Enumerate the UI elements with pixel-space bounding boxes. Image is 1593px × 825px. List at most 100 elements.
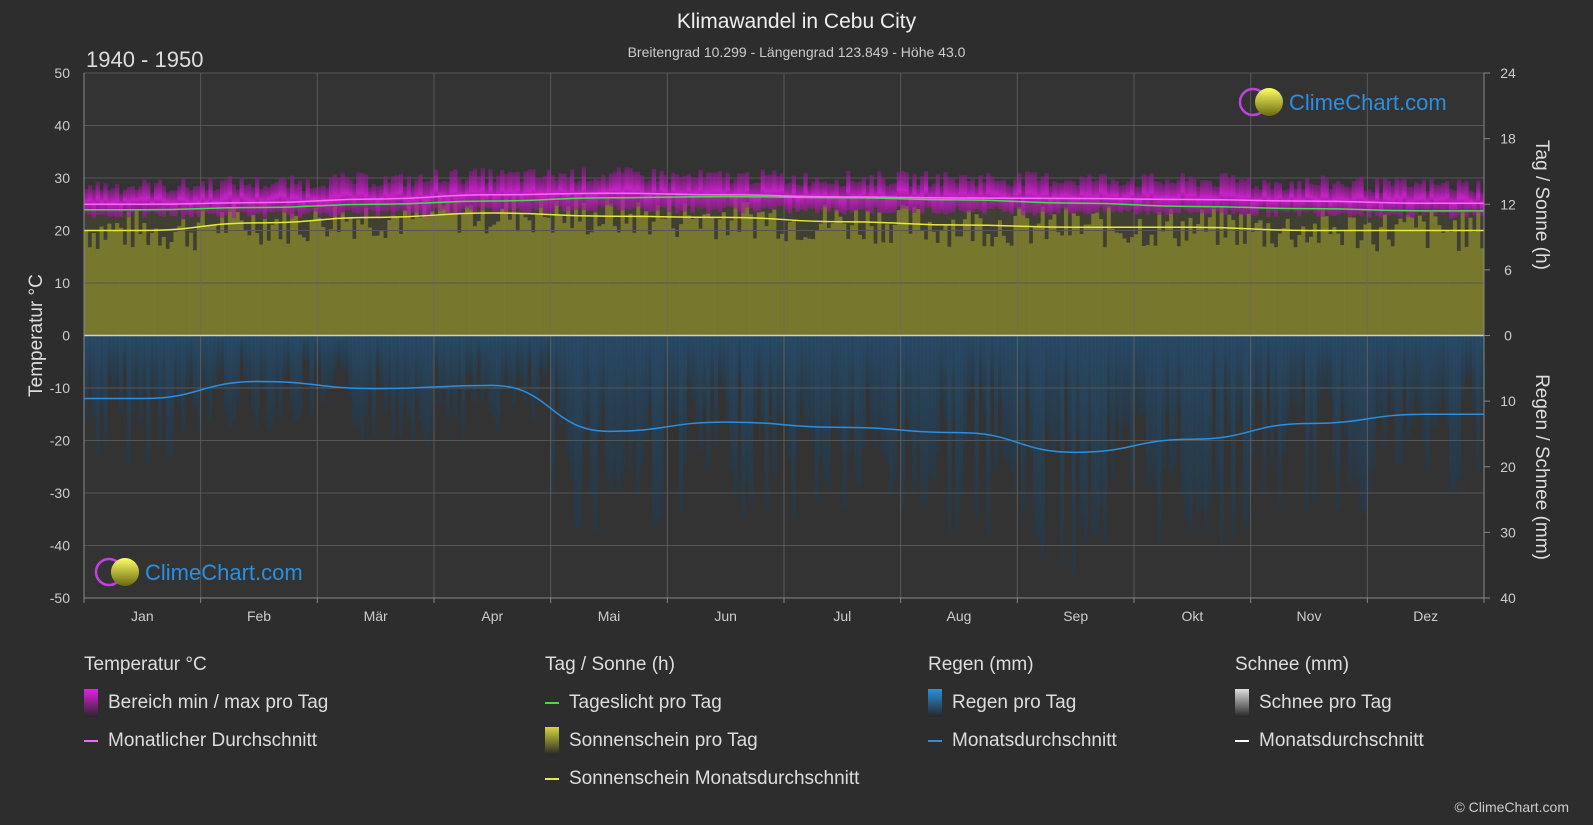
rain-bar [1351,335,1356,477]
sunshine-bar [1067,235,1073,336]
rain-bar [986,335,991,540]
sunshine-bar [955,236,960,336]
rain-bar [1239,335,1244,410]
sunshine-bar [122,244,128,336]
right-bottom-tick-label: 30 [1500,524,1516,540]
rain-bar [500,335,505,392]
temp-range-bar [1184,180,1189,212]
sunshine-bar [185,246,190,336]
rain-bar [1075,335,1080,433]
rain-bar [130,335,135,412]
rain-bar [1145,335,1150,486]
sunshine-bar [352,238,357,336]
temp-range-bar [605,179,610,206]
temp-range-bar [1052,181,1057,212]
right-bottom-axis-title: Regen / Schnee (mm) [1531,374,1552,560]
sunshine-bar [892,224,898,336]
sunshine-bar [612,226,618,336]
sunshine-bar [694,218,699,336]
rain-bar [1355,335,1360,483]
sunshine-bar [1452,220,1458,336]
temp-range-bar [764,175,769,208]
sunshine-bar [1363,224,1368,336]
sunshine-bar [710,217,715,336]
sunshine-bar [157,245,163,336]
rain-bar [282,335,287,378]
temp-range-bar [484,183,489,208]
rain-bar [406,335,411,420]
rain-bar [173,335,178,391]
temp-range-bar [1445,181,1450,213]
rain-bar [593,335,598,532]
temp-range-bar [1102,174,1108,213]
right-top-axis-title: Tag / Sonne (h) [1531,140,1552,270]
rain-bar [721,335,726,393]
legend-item: Monatsdurchschnitt [1235,726,1424,756]
rain-bar [966,335,971,399]
rain-bar [640,335,645,465]
rain-bar [574,335,579,529]
rain-bar [418,335,423,422]
rain-bar [682,335,688,464]
sunshine-bar [200,202,205,336]
rain-bar [612,335,618,474]
rain-bar [496,335,501,433]
rain-bar [850,335,855,415]
rain-bar [787,335,793,460]
rain-bar [243,335,248,385]
rain-bar [865,335,870,392]
temp-range-bar [589,180,594,211]
temp-range-bar [1309,183,1314,211]
sunshine-bar [756,212,761,336]
temp-range-bar [348,179,353,211]
temp-range-bar [698,169,703,209]
sunshine-bar [566,206,571,336]
sunshine-bar [1044,239,1049,336]
temp-range-bar [165,192,170,212]
rain-bar [811,335,816,443]
temp-range-bar [161,185,166,217]
sunshine-bar [173,231,178,336]
temp-range-bar [663,174,668,209]
temp-range-bar [1141,174,1146,211]
rain-bar [426,335,431,447]
sunshine-bar [496,221,501,336]
temp-range-bar [1130,178,1135,210]
temp-range-bar [632,171,637,208]
sunshine-bar [1184,240,1189,336]
temp-range-bar [488,169,493,209]
temp-range-bar [1336,181,1341,215]
rain-bar [1398,335,1403,468]
rain-bar [274,335,279,393]
rain-bar [336,335,341,363]
sunshine-bar [1017,207,1022,336]
temp-range-bar [208,178,213,214]
sunshine-bar [659,218,664,336]
sunshine-bar [418,217,423,336]
temp-range-bar [885,185,890,213]
sunshine-bar [581,203,586,336]
rain-bar [947,335,952,537]
sunshine-bar [1231,220,1236,336]
sunshine-bar [601,224,606,336]
rain-bar [795,335,800,434]
temp-range-bar [290,175,295,219]
temp-range-bar [1204,180,1209,214]
temp-range-bar [1242,179,1248,216]
sunshine-bar [465,206,470,336]
temp-range-bar [1013,179,1018,209]
sunshine-bar [733,197,738,336]
temp-range-bar [1025,171,1030,213]
rain-bar [507,335,513,394]
sunshine-bar [628,213,633,336]
sunshine-bar [430,211,435,336]
rain-bar [772,335,777,477]
rain-bar [375,335,380,368]
right-top-tick-label: 0 [1504,328,1512,344]
rain-bar [371,335,376,438]
sunshine-bar [624,223,629,336]
rain-bar [1320,335,1325,392]
sunshine-bar [1040,206,1045,336]
rain-bar [325,335,330,393]
sunshine-bar [492,224,497,336]
